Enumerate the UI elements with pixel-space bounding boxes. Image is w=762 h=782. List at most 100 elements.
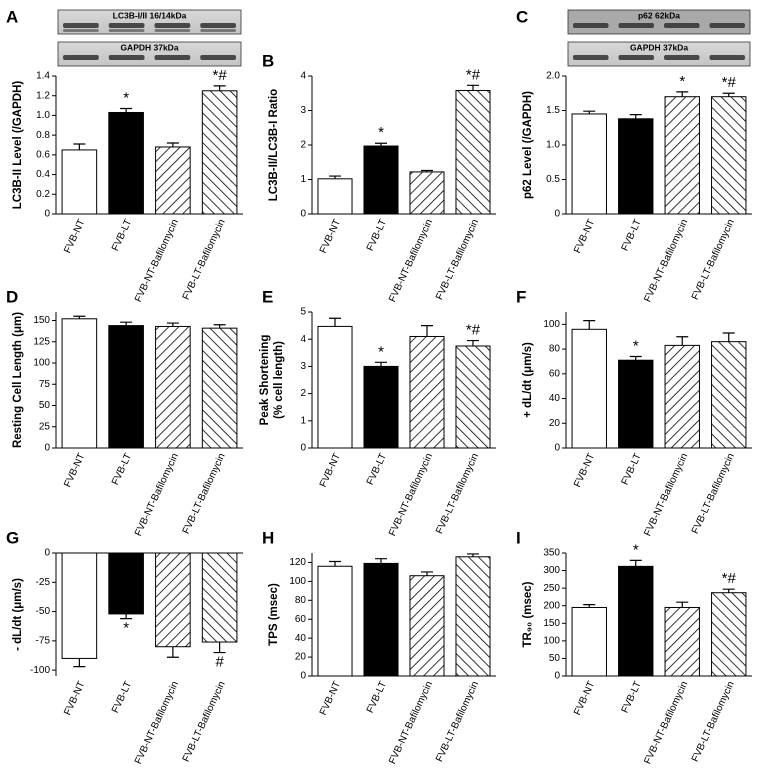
y-axis-title: LC3B-II/LC3B-I Ratio <box>268 89 280 201</box>
x-tick-label: FVB-LT-Bafilomycin <box>181 218 228 302</box>
bar <box>618 118 654 215</box>
x-tick-label: FVB-NT-Bafilomycin <box>642 680 690 766</box>
error-bar <box>467 339 479 346</box>
y-tick-label: -50 <box>36 606 51 617</box>
y-tick-label: 150 <box>543 618 560 629</box>
y-tick-label: 350 <box>543 548 560 559</box>
bar <box>108 325 144 449</box>
error-bar <box>213 85 226 91</box>
y-tick-label: 50 <box>39 400 51 411</box>
panel-letter: D <box>6 287 18 306</box>
error-bar <box>213 642 226 654</box>
y-tick-label: 0 <box>300 671 306 682</box>
x-tick-label: FVB-NT <box>572 680 597 717</box>
error-bar <box>166 142 179 147</box>
significance-mark: * <box>633 541 639 558</box>
blot-image <box>567 41 751 67</box>
bar <box>363 145 399 215</box>
y-axis-title: Resting Cell Length (μm) <box>12 312 24 448</box>
error-bar <box>375 142 387 147</box>
x-tick-label: FVB-NT-Bafilomycin <box>387 680 435 766</box>
error-bar <box>166 646 179 658</box>
y-tick-label: 75 <box>39 379 51 390</box>
y-axis-title: LC3B-II Level (/GAPDH) <box>12 81 24 210</box>
y-tick-label: 120 <box>289 557 306 568</box>
panel-letter: F <box>516 287 526 306</box>
blot-band <box>108 55 145 60</box>
error-bar <box>583 110 596 114</box>
significance-mark: * <box>378 124 384 141</box>
x-tick-label: FVB-NT-Bafilomycin <box>133 218 181 304</box>
bar <box>409 335 445 449</box>
blot-band <box>709 55 745 60</box>
bar <box>664 96 700 215</box>
blot-band <box>154 29 191 32</box>
error-bar <box>329 175 341 179</box>
y-tick-label: 0.4 <box>36 169 50 180</box>
y-tick-label: 4 <box>300 334 306 345</box>
blot-band <box>200 23 236 28</box>
error-bar <box>722 332 735 342</box>
error-bar <box>722 92 735 97</box>
significance-mark: # <box>215 654 224 671</box>
y-tick-label: 0 <box>44 548 50 559</box>
panel-letter: H <box>262 528 274 547</box>
bar <box>155 552 191 648</box>
error-bar <box>467 84 479 91</box>
y-axis-title: - dL/dt (μm/s) <box>12 578 24 651</box>
x-tick-label: FVB-NT-Bafilomycin <box>642 218 690 304</box>
x-tick-label: FVB-NT <box>62 452 87 489</box>
y-tick-label: 1.5 <box>546 105 560 116</box>
panel-letter: B <box>262 51 274 70</box>
error-bar <box>73 658 86 668</box>
error-bar <box>629 355 642 361</box>
error-bar <box>629 114 642 119</box>
x-tick-label: FVB-LT <box>110 452 134 487</box>
bar <box>618 359 654 449</box>
error-bar <box>375 361 387 367</box>
y-tick-label: 200 <box>543 600 560 611</box>
error-bar <box>583 604 596 608</box>
bar <box>201 327 238 449</box>
bar <box>155 146 191 215</box>
x-tick-label: FVB-NT <box>318 452 343 489</box>
x-tick-label: FVB-NT-Bafilomycin <box>387 452 435 538</box>
error-bar <box>421 571 433 576</box>
y-axis-title: (% cell length) <box>273 341 285 419</box>
x-tick-label: FVB-LT-Bafilomycin <box>434 680 481 764</box>
blot-band <box>573 23 609 28</box>
blot-band <box>200 55 236 60</box>
error-bar <box>73 315 86 319</box>
y-tick-label: 1.4 <box>36 71 50 82</box>
blot-label: LC3B-I/II 16/14kDa <box>113 10 187 20</box>
x-tick-label: FVB-LT-Bafilomycin <box>690 452 737 536</box>
significance-mark: *# <box>722 74 737 91</box>
y-tick-label: 3 <box>300 105 306 116</box>
bar <box>618 565 654 677</box>
y-tick-label: 1 <box>300 174 306 185</box>
significance-mark: *# <box>722 570 737 587</box>
error-bar <box>120 613 133 620</box>
significance-mark: * <box>123 89 129 106</box>
error-bar <box>329 317 341 327</box>
blot-band <box>618 55 654 60</box>
bar <box>455 345 491 449</box>
x-tick-label: FVB-LT <box>110 680 134 715</box>
blot-band <box>63 23 99 28</box>
bar <box>108 111 144 215</box>
blot-band <box>63 29 99 32</box>
y-tick-label: 0.8 <box>36 130 50 141</box>
x-tick-label: FVB-LT <box>620 218 644 253</box>
x-tick-label: FVB-LT-Bafilomycin <box>181 680 228 764</box>
y-tick-label: 50 <box>549 653 561 664</box>
blot-band <box>108 29 145 32</box>
bar <box>711 96 747 215</box>
blot-band <box>618 23 654 28</box>
x-tick-label: FVB-NT-Bafilomycin <box>133 680 181 766</box>
y-tick-label: 40 <box>549 393 561 404</box>
x-tick-label: FVB-NT <box>62 218 87 255</box>
significance-mark: * <box>679 73 685 90</box>
x-tick-label: FVB-LT <box>365 680 389 715</box>
y-tick-label: 150 <box>33 315 50 326</box>
